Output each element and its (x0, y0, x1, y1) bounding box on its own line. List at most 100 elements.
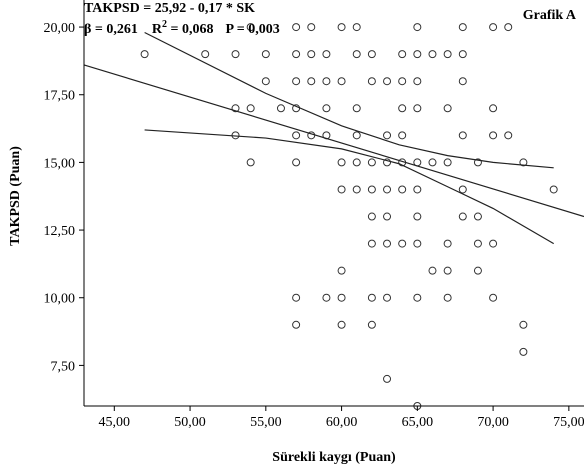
data-point (292, 50, 301, 59)
data-point (458, 212, 467, 221)
data-point (398, 50, 407, 59)
data-point (337, 158, 346, 167)
data-point (443, 239, 452, 248)
data-point (383, 374, 392, 383)
regression-line (83, 64, 584, 218)
data-point (367, 50, 376, 59)
data-point (458, 77, 467, 86)
data-point (201, 50, 210, 59)
data-point (292, 320, 301, 329)
data-point (383, 293, 392, 302)
data-point (443, 104, 452, 113)
data-point (443, 266, 452, 275)
data-point (413, 77, 422, 86)
data-point (473, 266, 482, 275)
data-point (489, 23, 498, 32)
data-point (322, 77, 331, 86)
data-point (473, 239, 482, 248)
beta-stat: β = 0,261 (84, 22, 138, 37)
data-point (413, 239, 422, 248)
data-point (519, 347, 528, 356)
r2-label: R (152, 22, 163, 37)
data-point (383, 185, 392, 194)
x-tick-label: 60,00 (326, 415, 358, 430)
data-point (473, 158, 482, 167)
data-point (307, 23, 316, 32)
data-point (458, 131, 467, 140)
data-point (367, 293, 376, 302)
p-value: P = 0,003 (225, 22, 279, 37)
x-axis-title: Sürekli kaygı (Puan) (272, 450, 396, 465)
data-point (398, 185, 407, 194)
x-tick-label: 75,00 (553, 415, 584, 430)
data-point (519, 320, 528, 329)
data-point (383, 239, 392, 248)
data-point (413, 185, 422, 194)
data-point (398, 104, 407, 113)
data-point (367, 212, 376, 221)
data-point (337, 185, 346, 194)
data-point (352, 104, 361, 113)
data-point (549, 185, 558, 194)
data-point (428, 158, 437, 167)
x-tick-label: 55,00 (250, 415, 282, 430)
data-point (276, 104, 285, 113)
data-point (383, 212, 392, 221)
data-point (337, 320, 346, 329)
data-point (519, 158, 528, 167)
data-point (428, 50, 437, 59)
x-tick-label: 70,00 (477, 415, 509, 430)
data-point (231, 104, 240, 113)
y-tick-label: 12,50 (44, 224, 76, 239)
confidence-curve-lower (144, 129, 555, 245)
data-point (246, 23, 255, 32)
data-point (322, 104, 331, 113)
data-point (413, 104, 422, 113)
data-point (322, 293, 331, 302)
data-point (413, 212, 422, 221)
regression-stats: β = 0,261 R2 = 0,068 P = 0,003 (84, 19, 280, 37)
data-point (473, 212, 482, 221)
data-point (504, 23, 513, 32)
data-point (398, 239, 407, 248)
data-point (489, 239, 498, 248)
data-point (383, 77, 392, 86)
y-tick-label: 7,50 (51, 359, 76, 374)
data-point (246, 158, 255, 167)
data-point (458, 185, 467, 194)
data-point (367, 158, 376, 167)
data-point (458, 50, 467, 59)
axes: 45,00 50,00 55,00 60,00 65,00 70,00 75,00 7,50 1… (44, 0, 584, 430)
data-point (261, 77, 270, 86)
x-tick-label: 45,00 (99, 415, 131, 430)
data-point (292, 23, 301, 32)
y-tick-label: 17,50 (44, 89, 76, 104)
data-point (246, 104, 255, 113)
data-point (413, 293, 422, 302)
data-point (398, 77, 407, 86)
data-point (383, 131, 392, 140)
data-point (352, 158, 361, 167)
y-tick-label: 10,00 (44, 292, 76, 307)
data-point (489, 293, 498, 302)
data-point (489, 131, 498, 140)
data-point (337, 266, 346, 275)
data-point (398, 131, 407, 140)
data-point (292, 158, 301, 167)
data-point (307, 77, 316, 86)
r2-superscript: 2 (162, 19, 167, 30)
data-point (367, 239, 376, 248)
y-tick-label: 20,00 (44, 21, 76, 36)
data-point (337, 23, 346, 32)
data-point (261, 50, 270, 59)
data-point (322, 50, 331, 59)
data-point (367, 77, 376, 86)
data-point (367, 320, 376, 329)
data-point (489, 104, 498, 113)
data-point (413, 50, 422, 59)
data-point (292, 293, 301, 302)
data-point (504, 131, 513, 140)
data-point (443, 50, 452, 59)
